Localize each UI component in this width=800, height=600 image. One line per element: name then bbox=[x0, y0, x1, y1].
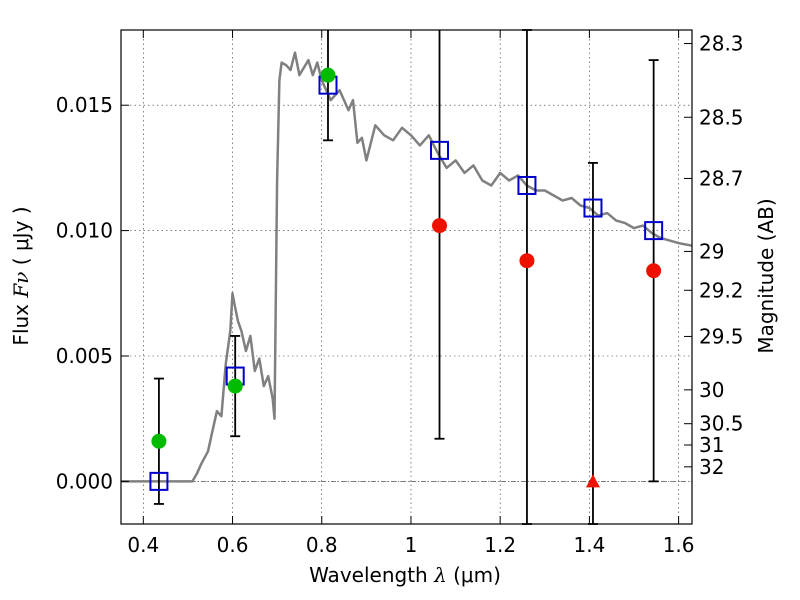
model-flux-square bbox=[430, 140, 450, 160]
y-tick-label: 0.015 bbox=[56, 93, 113, 117]
model-flux-square bbox=[644, 221, 664, 241]
grid-lines bbox=[121, 30, 692, 524]
plot-frame bbox=[120, 29, 693, 525]
right-tick-label: 28.7 bbox=[699, 166, 744, 190]
data-layer bbox=[121, 29, 693, 525]
right-tick-label: 29 bbox=[699, 239, 724, 263]
axis-ticks: 0.4 0.6 0.8 1 1.2 1.4 1.6 0.000 0.005 0.010 0.015 2… bbox=[56, 30, 744, 557]
y-tick-label: 0.005 bbox=[56, 344, 113, 368]
x-tick-label: 1.2 bbox=[484, 533, 516, 557]
x-tick-label: 1.4 bbox=[573, 533, 605, 557]
right-tick-label: 31 bbox=[699, 433, 724, 457]
upper-limit-triangle bbox=[585, 474, 600, 488]
x-axis-label: Wavelength λ (μm) bbox=[309, 563, 501, 587]
observed-flux-point bbox=[320, 67, 336, 83]
x-tick-label: 1.6 bbox=[663, 533, 695, 557]
right-axis-label: Magnitude (AB) bbox=[754, 198, 778, 353]
right-tick-label: 28.5 bbox=[699, 105, 744, 129]
observed-flux-point bbox=[227, 378, 243, 394]
x-tick-label: 0.6 bbox=[217, 533, 249, 557]
observed-flux-point bbox=[519, 253, 535, 269]
x-tick-label: 0.4 bbox=[127, 533, 159, 557]
right-tick-label: 30 bbox=[699, 378, 724, 402]
observed-flux-point bbox=[646, 263, 662, 279]
y-axis-label: Flux Fν ( μJy ) bbox=[9, 206, 33, 345]
right-tick-label: 29.5 bbox=[699, 324, 744, 348]
x-tick-label: 0.8 bbox=[306, 533, 338, 557]
right-tick-label: 29.2 bbox=[699, 278, 744, 302]
y-tick-label: 0.010 bbox=[56, 219, 113, 243]
model-flux-square bbox=[583, 198, 603, 218]
model-flux-square bbox=[149, 471, 169, 491]
sed-template-line bbox=[121, 51, 693, 483]
x-tick-label: 1 bbox=[405, 533, 418, 557]
model-flux-square bbox=[517, 175, 537, 195]
right-tick-label: 28.3 bbox=[699, 32, 744, 56]
observed-flux-point bbox=[151, 433, 167, 449]
right-tick-label: 32 bbox=[699, 455, 724, 479]
observed-flux-point bbox=[432, 218, 448, 234]
y-tick-label: 0.000 bbox=[56, 469, 113, 493]
right-tick-label: 30.5 bbox=[699, 412, 744, 436]
